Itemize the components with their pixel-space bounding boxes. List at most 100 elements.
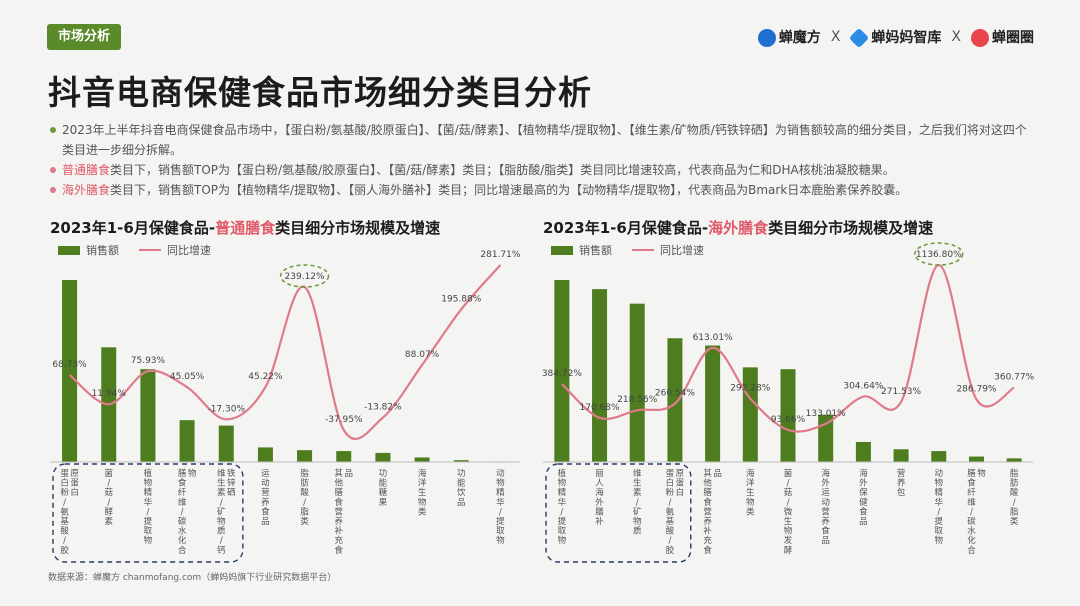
chart-ordinary: 68.73% 11.94% 75.93% 45.05% -17.30% 45.22% 239… [50,250,521,563]
chanmama-zhiku-logo: 蝉妈妈智库 [849,27,942,49]
category-label: 菌/菇/微生物发酵 [784,468,793,556]
growth-line [561,263,1015,433]
sales-bar [667,338,683,462]
chart-overseas: 384.72% 170.68%218.56%260.54% 613.01% 292.2… [542,242,1035,563]
data-source: 数据来源：蝉魔方 chanmofang.com（蝉妈妈旗下行业研究数据平台） [48,573,337,583]
sales-bar [1006,458,1022,462]
category-label: 其他膳食营养补充食品 [703,469,722,556]
sales-bar [705,345,721,462]
legend-line-swatch [139,249,161,251]
chart-legend-ordinary: 销售额 同比增速 [58,242,211,258]
highlight-ellipse [914,242,964,266]
legend-line-swatch [632,249,654,251]
chart-title-highlight: 海外膳食 [708,219,769,237]
sales-bar [140,369,156,462]
category-label: 植物精华/提取物 [144,468,153,546]
category-label: 维生素/矿物质/钙铁锌硒 [217,468,236,556]
logo-separator: X [951,29,961,45]
chanmofang-logo-text: 蝉魔方 [778,30,821,46]
category-label: 其他膳食营养补充食品 [334,469,353,556]
legend-bar-label: 销售额 [579,244,612,257]
bullet-text: 类目下，销售额TOP为【植物精华/提取物】、【丽人海外膳补】类目；同比增速最高的… [110,183,908,197]
legend-bar-swatch [58,245,80,255]
chart-title-highlight: 普通膳食 [215,219,276,237]
growth-label: 75.93% [131,356,166,366]
chart-title-text: 类目细分市场规模及增速 [768,219,934,237]
growth-label: 45.05% [170,372,205,382]
growth-label: -17.30% [207,404,245,414]
legend-line-label: 同比增速 [167,244,211,257]
category-label: 功能糖果 [379,468,388,508]
growth-label: -13.82% [364,403,402,413]
growth-label: 271.53% [881,387,921,397]
growth-label: 45.22% [248,372,283,382]
category-label: 动物精华/提取物 [935,468,944,546]
growth-label: 360.77% [994,373,1034,383]
sales-bar [257,447,273,462]
sales-bar [742,367,758,462]
category-label: 蛋白粉/氨基酸/胶原蛋白 [60,469,79,556]
category-label: 菌/菇/酵素 [104,468,113,527]
category-label: 海外运动营养食品 [821,468,830,546]
category-label: 丽人海外膳补 [595,469,604,527]
page-title: 抖音电商保健食品市场细分类目分析 [48,73,592,112]
growth-label: 68.73% [52,360,87,370]
growth-label: 260.54% [655,389,695,399]
chanquanquan-logo-text: 蝉圈圈 [992,30,1034,46]
sales-bar [629,303,645,462]
chart-title-text: 2023年1-6月保健食品- [50,219,216,237]
sales-bar [453,460,469,462]
growth-label: 170.68% [580,403,620,413]
sales-bar [62,280,78,462]
growth-label: 93.66% [771,415,806,425]
category-label: 膳食纤维/碳水化合物 [967,468,986,556]
summary-bullets: 2023年上半年抖音电商保健食品市场中，【蛋白粉/氨基酸/胶原蛋白】、【菌/菇/… [48,120,1038,200]
logo-separator: X [830,29,841,45]
top-categories-box [545,463,692,563]
category-label: 功能饮品 [457,468,466,508]
chart-title-text: 2023年1-6月保健食品- [543,219,709,237]
category-label: 植物精华/提取物 [558,468,567,546]
category-label: 脂肪酸/脂类 [1010,468,1019,527]
growth-label: -37.95% [325,415,363,425]
category-label: 营养包 [897,468,906,498]
growth-label: 195.88% [441,294,481,304]
legend-line-label: 同比增速 [660,244,704,257]
growth-label: 1136.80% [916,250,962,260]
growth-line [68,264,502,440]
category-label: 动物精华/提取物 [496,468,505,546]
growth-label: 292.28% [730,384,770,394]
chart-legend-overseas: 销售额 同比增速 [551,242,704,258]
category-label: 维生素/矿物质 [633,468,642,537]
legend-bar-label: 销售额 [86,244,119,257]
category-label: 海洋生物类 [418,468,427,517]
growth-label: 218.56% [617,395,657,405]
growth-label: 384.72% [542,369,582,379]
top-categories-box [52,463,244,563]
sales-bar [554,280,570,462]
bullet-overview: 2023年上半年抖音电商保健食品市场中，【蛋白粉/氨基酸/胶原蛋白】、【菌/菇/… [48,120,1038,160]
growth-label: 281.71% [480,250,520,260]
growth-label: 239.12% [285,272,325,282]
chart-title-ordinary: 2023年1-6月保健食品-普通膳食类目细分市场规模及增速 [50,217,440,238]
bullet-text: 类目下，销售额TOP为【蛋白粉/氨基酸/胶原蛋白】、【菌/菇/酵素】类目；【脂肪… [110,163,895,177]
sales-bar [336,451,352,462]
sales-bar [375,452,391,462]
category-label: 蛋白粉/氨基酸/胶原蛋白 [666,469,685,556]
chanmama-logo-text: 蝉妈妈智库 [871,30,942,46]
chanmofang-logo: 蝉魔方 [757,27,821,47]
highlight-ellipse [279,264,330,288]
sales-bar [893,449,909,462]
bullet-highlight: 普通膳食 [62,163,111,177]
category-label: 海洋生物类 [746,468,755,517]
chanmofang-icon [757,29,776,47]
growth-label: 304.64% [843,382,883,392]
chart-title-text: 类目细分市场规模及增速 [275,219,441,237]
bullet-overseas: 海外膳食类目下，销售额TOP为【植物精华/提取物】、【丽人海外膳补】类目；同比增… [48,180,1038,200]
chanquanquan-logo: 蝉圈圈 [971,27,1034,47]
growth-label: 286.79% [956,384,996,394]
growth-label: 133.01% [806,409,846,419]
category-label: 海外保健食品 [859,468,868,527]
bullet-ordinary: 普通膳食类目下，销售额TOP为【蛋白粉/氨基酸/胶原蛋白】、【菌/菇/酵素】类目… [48,160,1038,180]
sales-bar [592,289,608,462]
